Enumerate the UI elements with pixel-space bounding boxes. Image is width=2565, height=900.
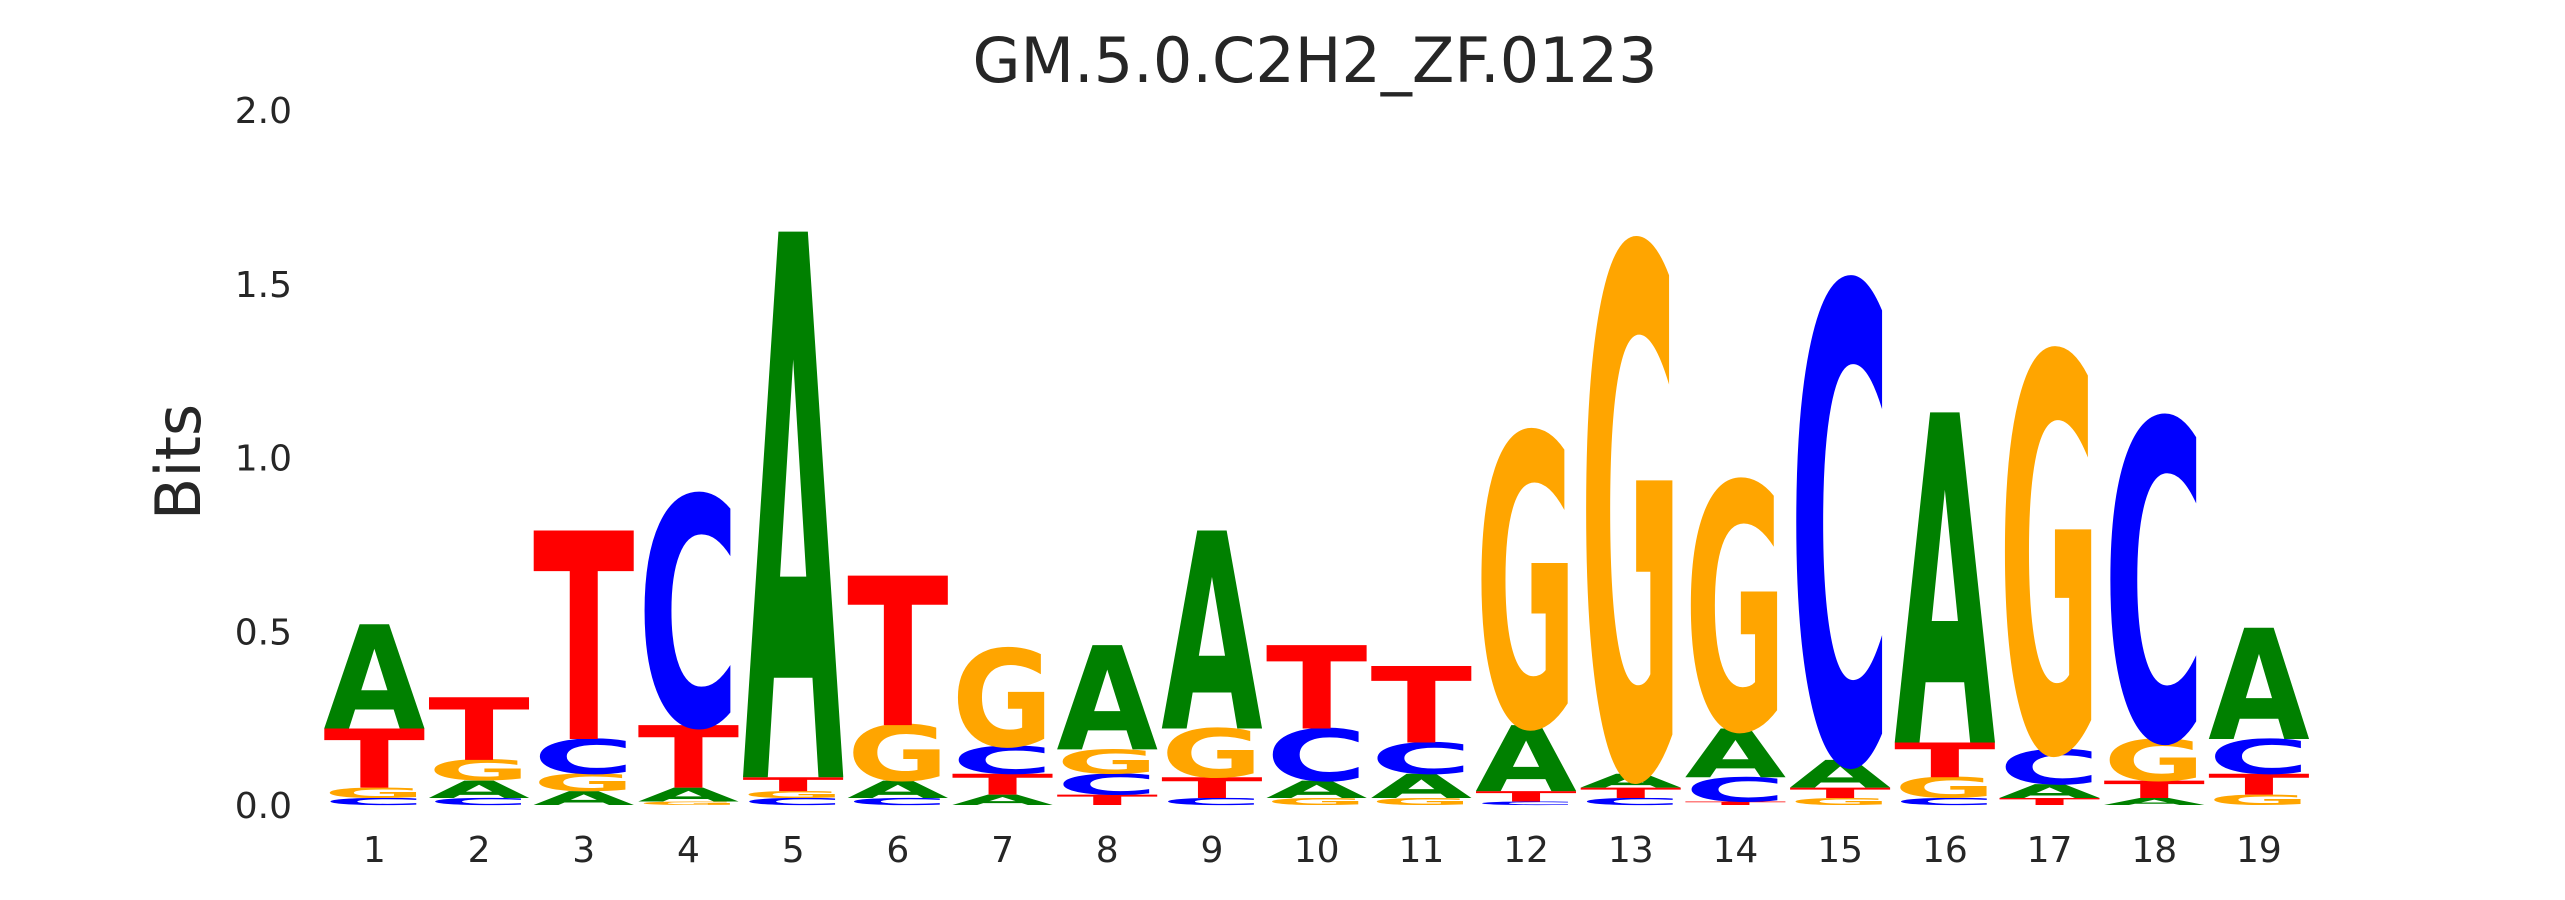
letter-A: A <box>742 82 845 900</box>
logo-position-19: GTCA <box>2208 597 2310 808</box>
letter-A: A <box>1056 618 1158 784</box>
letter-G: G <box>952 624 1054 779</box>
x-tick-label: 10 <box>1294 830 1340 871</box>
letter-A: A <box>1161 478 1263 794</box>
x-tick-label: 14 <box>1713 830 1759 871</box>
x-tick-label: 4 <box>677 830 700 871</box>
letter-T: T <box>847 536 949 774</box>
letter-C: C <box>1789 155 1891 900</box>
y-axis-ticks: 0.0 0.5 1.0 1.5 2.0 <box>235 91 292 827</box>
y-tick-label: 1.0 <box>235 439 292 480</box>
chart-title: GM.5.0.C2H2_ZF.0123 <box>972 24 1657 97</box>
y-tick-label: 0.0 <box>235 786 292 827</box>
y-tick-label: 2.0 <box>235 91 292 132</box>
x-tick-label: 7 <box>991 830 1014 871</box>
letter-G: G <box>1475 353 1577 819</box>
letter-G: G <box>1580 102 1682 900</box>
x-tick-label: 8 <box>1096 830 1119 871</box>
letter-T: T <box>428 680 530 780</box>
letter-T: T <box>1371 646 1473 768</box>
letter-G: G <box>1999 245 2101 878</box>
y-tick-label: 0.5 <box>235 612 292 653</box>
logo-position-9: CTGA <box>1161 478 1263 808</box>
x-tick-label: 11 <box>1398 830 1444 871</box>
x-tick-label: 3 <box>572 830 595 871</box>
letter-T: T <box>1266 623 1368 756</box>
x-tick-label: 2 <box>468 830 491 871</box>
x-tick-label: 9 <box>1200 830 1223 871</box>
letter-A: A <box>1894 323 1996 850</box>
letter-C: C <box>2103 332 2205 843</box>
y-axis-label: Bits <box>142 404 215 520</box>
letter-T: T <box>533 473 635 807</box>
x-tick-label: 19 <box>2236 830 2282 871</box>
y-tick-label: 1.5 <box>235 265 292 306</box>
letter-C: C <box>638 434 740 800</box>
letter-A: A <box>2208 597 2310 775</box>
x-tick-label: 12 <box>1503 830 1549 871</box>
letter-G: G <box>1685 415 1787 809</box>
letter-A: A <box>324 597 426 763</box>
x-tick-label: 1 <box>363 830 386 871</box>
x-tick-label: 6 <box>886 830 909 871</box>
logo-position-18: ATGC <box>2103 332 2205 843</box>
